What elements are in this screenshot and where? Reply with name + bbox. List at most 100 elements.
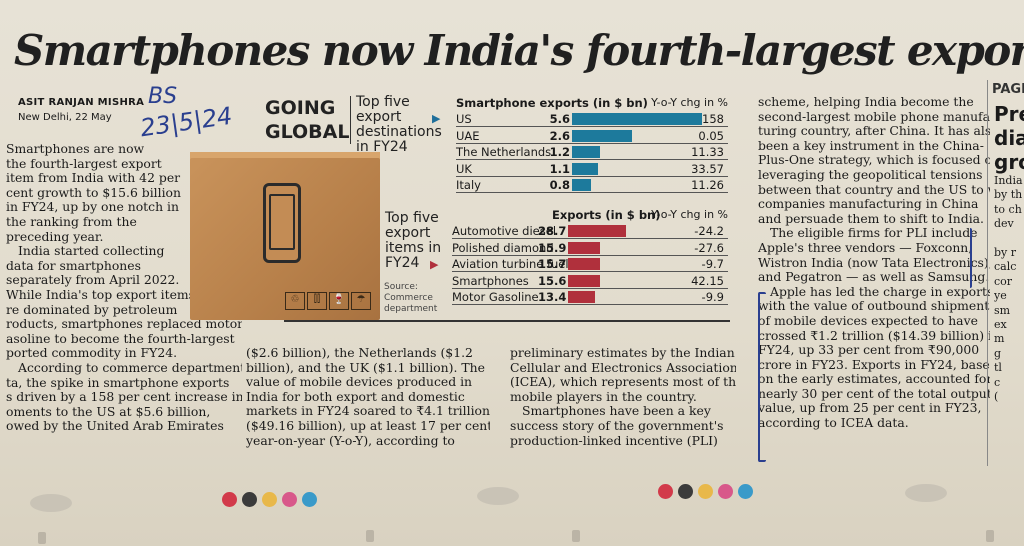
next-body-fragment: sm	[994, 303, 1011, 317]
print-mark	[905, 484, 947, 502]
text-line: Cellular and Electronics Association	[510, 359, 736, 375]
story-column-3: preliminary estimates by the Indian Cellu…	[510, 346, 736, 448]
text-line: owed by the United Arab Emirates	[6, 418, 224, 434]
data-bar	[572, 179, 591, 191]
change-value: 33.57	[691, 161, 724, 176]
bar-value: 15.6	[538, 273, 567, 288]
items-heading: Top five export items in FY24	[385, 210, 442, 271]
row-divider	[456, 159, 728, 160]
registration-dot	[698, 484, 713, 499]
text-line: mobile players in the country.	[510, 388, 697, 404]
graphic-title: GOING GLOBAL	[265, 97, 350, 143]
next-headline-fragment: gro	[994, 150, 1024, 174]
headline: Smartphones now India's fourth-largest e…	[14, 26, 1024, 75]
category-label: Italy	[456, 178, 481, 192]
story-column-2: ($2.6 billion), the Netherlands ($1.2 bil…	[246, 346, 490, 448]
data-bar	[572, 113, 702, 125]
text-line: item from India with 42 per	[6, 170, 181, 186]
text-line: according to ICEA data.	[758, 415, 909, 431]
registration-dot	[302, 492, 317, 507]
graphic-bottom-rule	[284, 320, 730, 322]
change-value: 0.05	[698, 128, 724, 143]
pen-bracket	[758, 292, 766, 462]
row-divider	[452, 304, 728, 305]
data-bar	[572, 129, 633, 142]
text-line: ($2.6 billion), the Netherlands ($1.2	[246, 346, 473, 360]
print-mark	[366, 530, 374, 542]
bar-value: 28.7	[538, 224, 567, 238]
text-line: on the early estimates, accounted for	[758, 371, 990, 387]
row-divider	[452, 238, 728, 239]
category-label: Smartphones	[452, 273, 529, 288]
color-registration-dots	[222, 492, 317, 507]
text-line: FY24, up 33 per cent from ₹90,000	[758, 342, 980, 358]
next-body-fragment: (	[994, 390, 999, 404]
registration-dot	[262, 492, 277, 507]
text-line: s driven by a 158 per cent increase in	[6, 389, 242, 405]
next-body-fragment: ye	[994, 289, 1007, 303]
text-line: India started collecting	[18, 243, 165, 259]
text-line: The eligible firms for PLI include	[770, 225, 978, 241]
data-bar	[568, 241, 601, 254]
page-reference: PAGE	[992, 82, 1024, 97]
bar-value: 5.6	[549, 112, 570, 126]
row-divider	[456, 126, 728, 127]
text-line: According to commerce department	[18, 359, 242, 375]
next-body-fragment: by r	[994, 246, 1017, 260]
smartphone-icon	[263, 183, 301, 263]
change-value: 11.26	[691, 178, 724, 192]
next-body-fragment: to ch	[994, 202, 1022, 216]
story-column-1: Smartphones are now the fourth-largest ex…	[6, 142, 242, 434]
text-line: Apple has led the charge in exports,	[770, 283, 990, 299]
text-line: markets in FY24 soared to ₹4.1 trillion	[246, 403, 490, 419]
bar-value: 1.2	[549, 145, 570, 159]
registration-dot	[718, 484, 733, 499]
text-line: with the value of outbound shipments	[758, 298, 990, 314]
text-line: asoline to become the fourth-largest	[6, 330, 235, 346]
text-line: roducts, smartphones replaced motor	[6, 316, 242, 332]
next-body-fragment: by th	[994, 188, 1023, 202]
text-line: production-linked incentive (PLI)	[510, 432, 718, 448]
box-symbol-icon: ☂	[351, 292, 371, 310]
row-divider	[456, 142, 728, 144]
box-symbols: ♲ ⫿⫿ 🍷 ☂	[285, 292, 371, 310]
change-value: 11.33	[691, 145, 724, 159]
bar-value: 15.9	[538, 240, 567, 255]
top-export-items-chart: Exports (in $ bn) Y-o-Y chg in % Automotiv…	[452, 208, 728, 318]
category-label: Polished diamond	[452, 240, 554, 255]
text-line: the fourth-largest export	[6, 155, 162, 171]
text-line: and Pegatron — as well as Samsung.	[758, 269, 990, 285]
text-line: success story of the government's	[510, 417, 724, 433]
box-symbol-icon: ♲	[285, 292, 305, 310]
next-body-fragment: tl	[994, 361, 1002, 375]
next-headline-fragment: dia	[994, 126, 1024, 150]
color-registration-dots	[658, 484, 753, 499]
category-label: Aviation turbine fuel	[452, 257, 569, 271]
next-body-fragment: ex	[994, 318, 1007, 332]
smartphone-exports-chart: Smartphone exports (in $ bn) Y-o-Y chg in…	[456, 96, 728, 196]
text-line: second-largest mobile phone manufac-	[758, 108, 990, 124]
text-line: While India's top export items	[6, 286, 196, 302]
category-label: The Netherlands	[456, 145, 552, 159]
pointer-triangle-icon: ▶	[430, 258, 439, 271]
byline-author: ASIT RANJAN MISHRA	[18, 97, 145, 108]
print-mark	[30, 494, 72, 512]
next-body-fragment: m	[994, 332, 1005, 346]
category-label: Motor Gasoline	[452, 290, 539, 304]
change-value: 158	[702, 112, 724, 126]
data-bar	[568, 291, 596, 303]
bar-value: 15.7	[538, 257, 567, 271]
text-line: cent growth to $15.6 billion	[6, 184, 181, 200]
bar-value: 0.8	[549, 178, 570, 192]
print-mark	[38, 532, 46, 544]
text-line: billion), and the UK ($1.1 billion). The	[246, 359, 485, 375]
text-line: value of mobile devices produced in	[246, 374, 473, 390]
data-bar	[568, 225, 626, 237]
text-line: data for smartphones	[6, 257, 141, 273]
text-line: crore in FY23. Exports in FY24, based	[758, 356, 990, 372]
next-body-fragment: India	[994, 174, 1023, 187]
column-divider	[987, 80, 988, 466]
text-line: Smartphones have been a key	[522, 403, 711, 419]
text-line: re dominated by petroleum	[6, 301, 178, 317]
